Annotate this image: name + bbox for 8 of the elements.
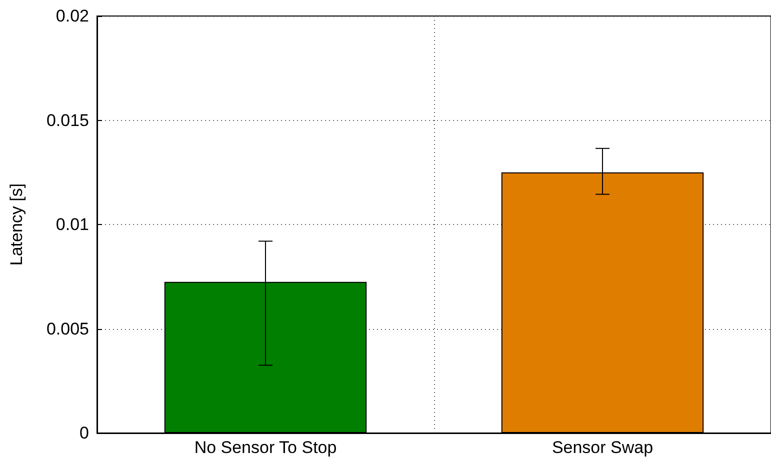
y-axis-title: Latency [s] (7, 183, 26, 266)
x-tick-label: Sensor Swap (552, 438, 654, 457)
y-tick-label: 0.01 (56, 215, 89, 234)
y-tick-label: 0.02 (56, 6, 89, 26)
x-tick-label: No Sensor To Stop (194, 438, 337, 457)
y-tick-label: 0.005 (46, 319, 89, 338)
y-tick-label: 0 (80, 424, 89, 442)
y-tick-label: 0.015 (46, 110, 89, 130)
